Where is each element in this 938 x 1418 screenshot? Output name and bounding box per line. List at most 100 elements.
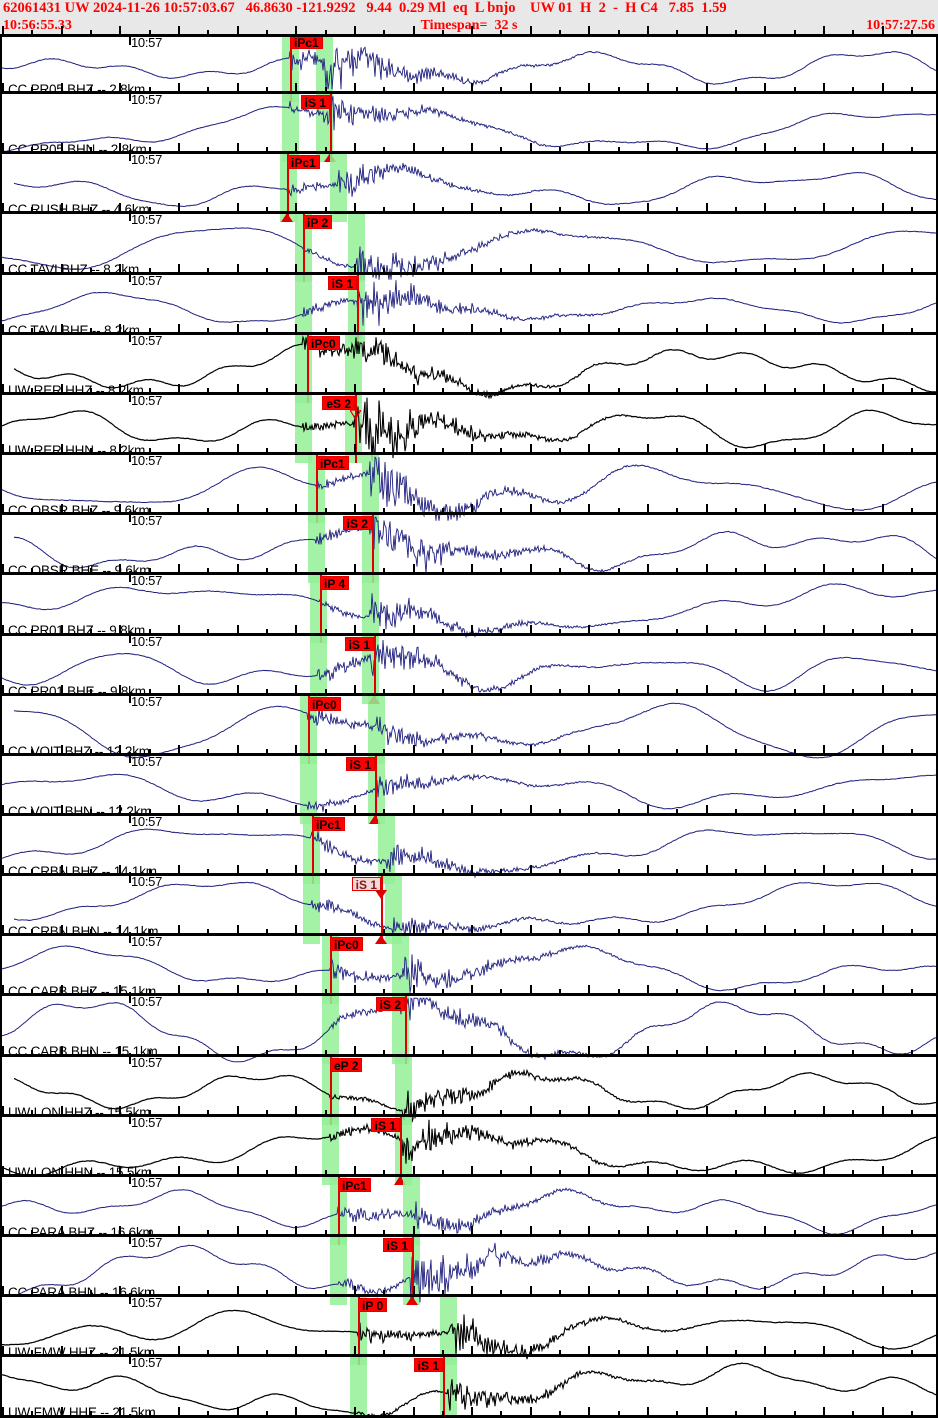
trace-frame [0, 575, 938, 644]
pick-window-band [310, 575, 327, 644]
minute-tick-label: 10:57 [131, 874, 163, 890]
minute-tick-label: 10:57 [131, 813, 163, 829]
pick-label[interactable]: iS 1 [382, 1238, 412, 1253]
pick-window-band [368, 695, 385, 764]
pick-label[interactable]: iPc1 [338, 1177, 371, 1193]
pick-time-line [330, 94, 332, 163]
trace-frame [0, 154, 938, 223]
waveform [2, 1309, 937, 1360]
pick-label[interactable]: iS 1 [300, 95, 330, 110]
pick-label[interactable]: iP 4 [320, 576, 350, 591]
pick-time-line [312, 815, 314, 884]
trace-frame [0, 1297, 938, 1366]
pick-label[interactable]: iPc1 [312, 816, 345, 832]
minute-tick-label: 10:57 [131, 1235, 163, 1250]
minute-boundary-tick [129, 811, 131, 823]
trace-frame [0, 635, 938, 704]
pick-label[interactable]: iS 1 [345, 756, 375, 772]
pick-label[interactable]: eP 2 [330, 1057, 363, 1073]
window-start-time: 10:56:55.33 [3, 18, 72, 33]
pick-label[interactable]: iPc0 [330, 937, 363, 952]
trace-frame [0, 1237, 938, 1305]
pick-label[interactable]: iPc0 [307, 335, 340, 351]
trace-row[interactable]: iPc1 CC PR05 BHZ -- 2.8km [0, 34, 938, 102]
pick-time-line [307, 334, 309, 403]
pick-label[interactable]: iP 2 [303, 215, 333, 230]
pick-label[interactable]: iPc0 [308, 696, 341, 712]
minute-boundary-tick [129, 932, 131, 944]
trace-row[interactable]: iS 1 CC PR01 BHE -- 9.8km [0, 635, 938, 704]
pick-label[interactable]: iPc1 [287, 155, 320, 170]
minute-boundary-tick [129, 992, 131, 1004]
trace-frame [0, 34, 938, 102]
minute-tick-label: 10:57 [131, 573, 163, 589]
waveform [1, 397, 937, 461]
trace-row[interactable]: iP 2 CC TAVI BHZ -- 8.2km [0, 214, 938, 283]
pick-time-line [330, 936, 332, 1005]
waveform [1, 1362, 937, 1418]
trace-frame [0, 996, 938, 1065]
pick-label[interactable]: iS 1 [344, 636, 374, 652]
pick-window-band [300, 755, 317, 824]
pick-time-line [357, 274, 359, 343]
pick-polarity-up-icon [406, 1296, 418, 1305]
waveform [1, 772, 937, 812]
minute-boundary-tick [129, 1353, 131, 1365]
trace-row[interactable]: iS 1 UW LON HHN -- 15.5km [0, 1116, 938, 1185]
pick-label[interactable]: iS 1 [351, 877, 381, 892]
trace-frame [0, 214, 938, 283]
minute-boundary-tick [129, 34, 131, 45]
pick-window-band [303, 876, 320, 945]
minute-tick-label: 10:57 [131, 35, 163, 50]
pick-label[interactable]: eS 2 [322, 395, 355, 411]
minute-boundary-tick [129, 1172, 131, 1184]
minute-boundary-tick [129, 330, 131, 342]
pick-time-line [443, 1357, 445, 1418]
pick-label[interactable]: iP 0 [358, 1298, 388, 1313]
waveform [1, 279, 937, 326]
minute-boundary-tick [129, 631, 131, 643]
trace-row[interactable]: iS 1 CC TAVI BHE -- 8.2km [0, 274, 938, 343]
pick-window-band [280, 154, 297, 223]
pick-time-line [374, 635, 376, 704]
pick-time-line [338, 1176, 340, 1245]
pick-time-line [308, 695, 310, 764]
minute-tick-label: 10:57 [131, 453, 163, 468]
minute-tick-label: 10:57 [131, 753, 163, 769]
waveform [2, 96, 937, 153]
trace-frame [0, 1357, 938, 1418]
minute-tick-label: 10:57 [131, 212, 163, 228]
trace-frame [0, 1056, 938, 1125]
minute-boundary-tick [129, 1112, 131, 1124]
minute-tick-label: 10:57 [131, 152, 163, 168]
window-end-time: 10:57:27.56 [866, 18, 935, 33]
pick-label[interactable]: iS 1 [327, 275, 357, 291]
minute-tick-label: 10:57 [131, 513, 163, 529]
minute-boundary-tick [129, 90, 131, 102]
minute-boundary-tick [129, 390, 131, 402]
trace-frame [0, 1176, 938, 1245]
pick-label[interactable]: iS 1 [413, 1358, 443, 1373]
pick-time-line [372, 515, 374, 584]
trace-frame [0, 334, 938, 403]
pick-label[interactable]: iPc1 [316, 456, 349, 471]
pick-polarity-up-icon [281, 213, 293, 223]
minute-boundary-tick [129, 210, 131, 222]
minute-tick-label: 10:57 [131, 1174, 163, 1190]
minute-boundary-tick [129, 691, 131, 703]
pick-window-band [378, 815, 395, 884]
pick-window-band [330, 1237, 347, 1305]
pick-label[interactable]: iS 2 [375, 997, 405, 1012]
minute-boundary-tick [129, 1233, 131, 1244]
minute-tick-label: 10:57 [131, 1355, 163, 1371]
trace-row[interactable]: iS 1 CC PR05 BHN -- 2.8km [0, 94, 938, 163]
pick-label[interactable]: iS 1 [370, 1117, 400, 1133]
trace-panel[interactable]: iPc1 CC PR05 BHZ -- 2.8km 10:57 iS 1 CC PR05… [0, 26, 938, 1418]
trace-row[interactable]: iPc0 CC VOIT BHZ -- 12.2km [0, 695, 938, 764]
minute-boundary-tick [129, 1293, 131, 1305]
pick-label[interactable]: iPc1 [290, 35, 323, 50]
pick-label[interactable]: iS 2 [342, 516, 372, 531]
minute-tick-label: 10:57 [131, 92, 163, 108]
minute-tick-label: 10:57 [131, 1295, 163, 1311]
trace-row[interactable]: iS 1 UW FMW HHE -- 21.5km [0, 1357, 938, 1418]
